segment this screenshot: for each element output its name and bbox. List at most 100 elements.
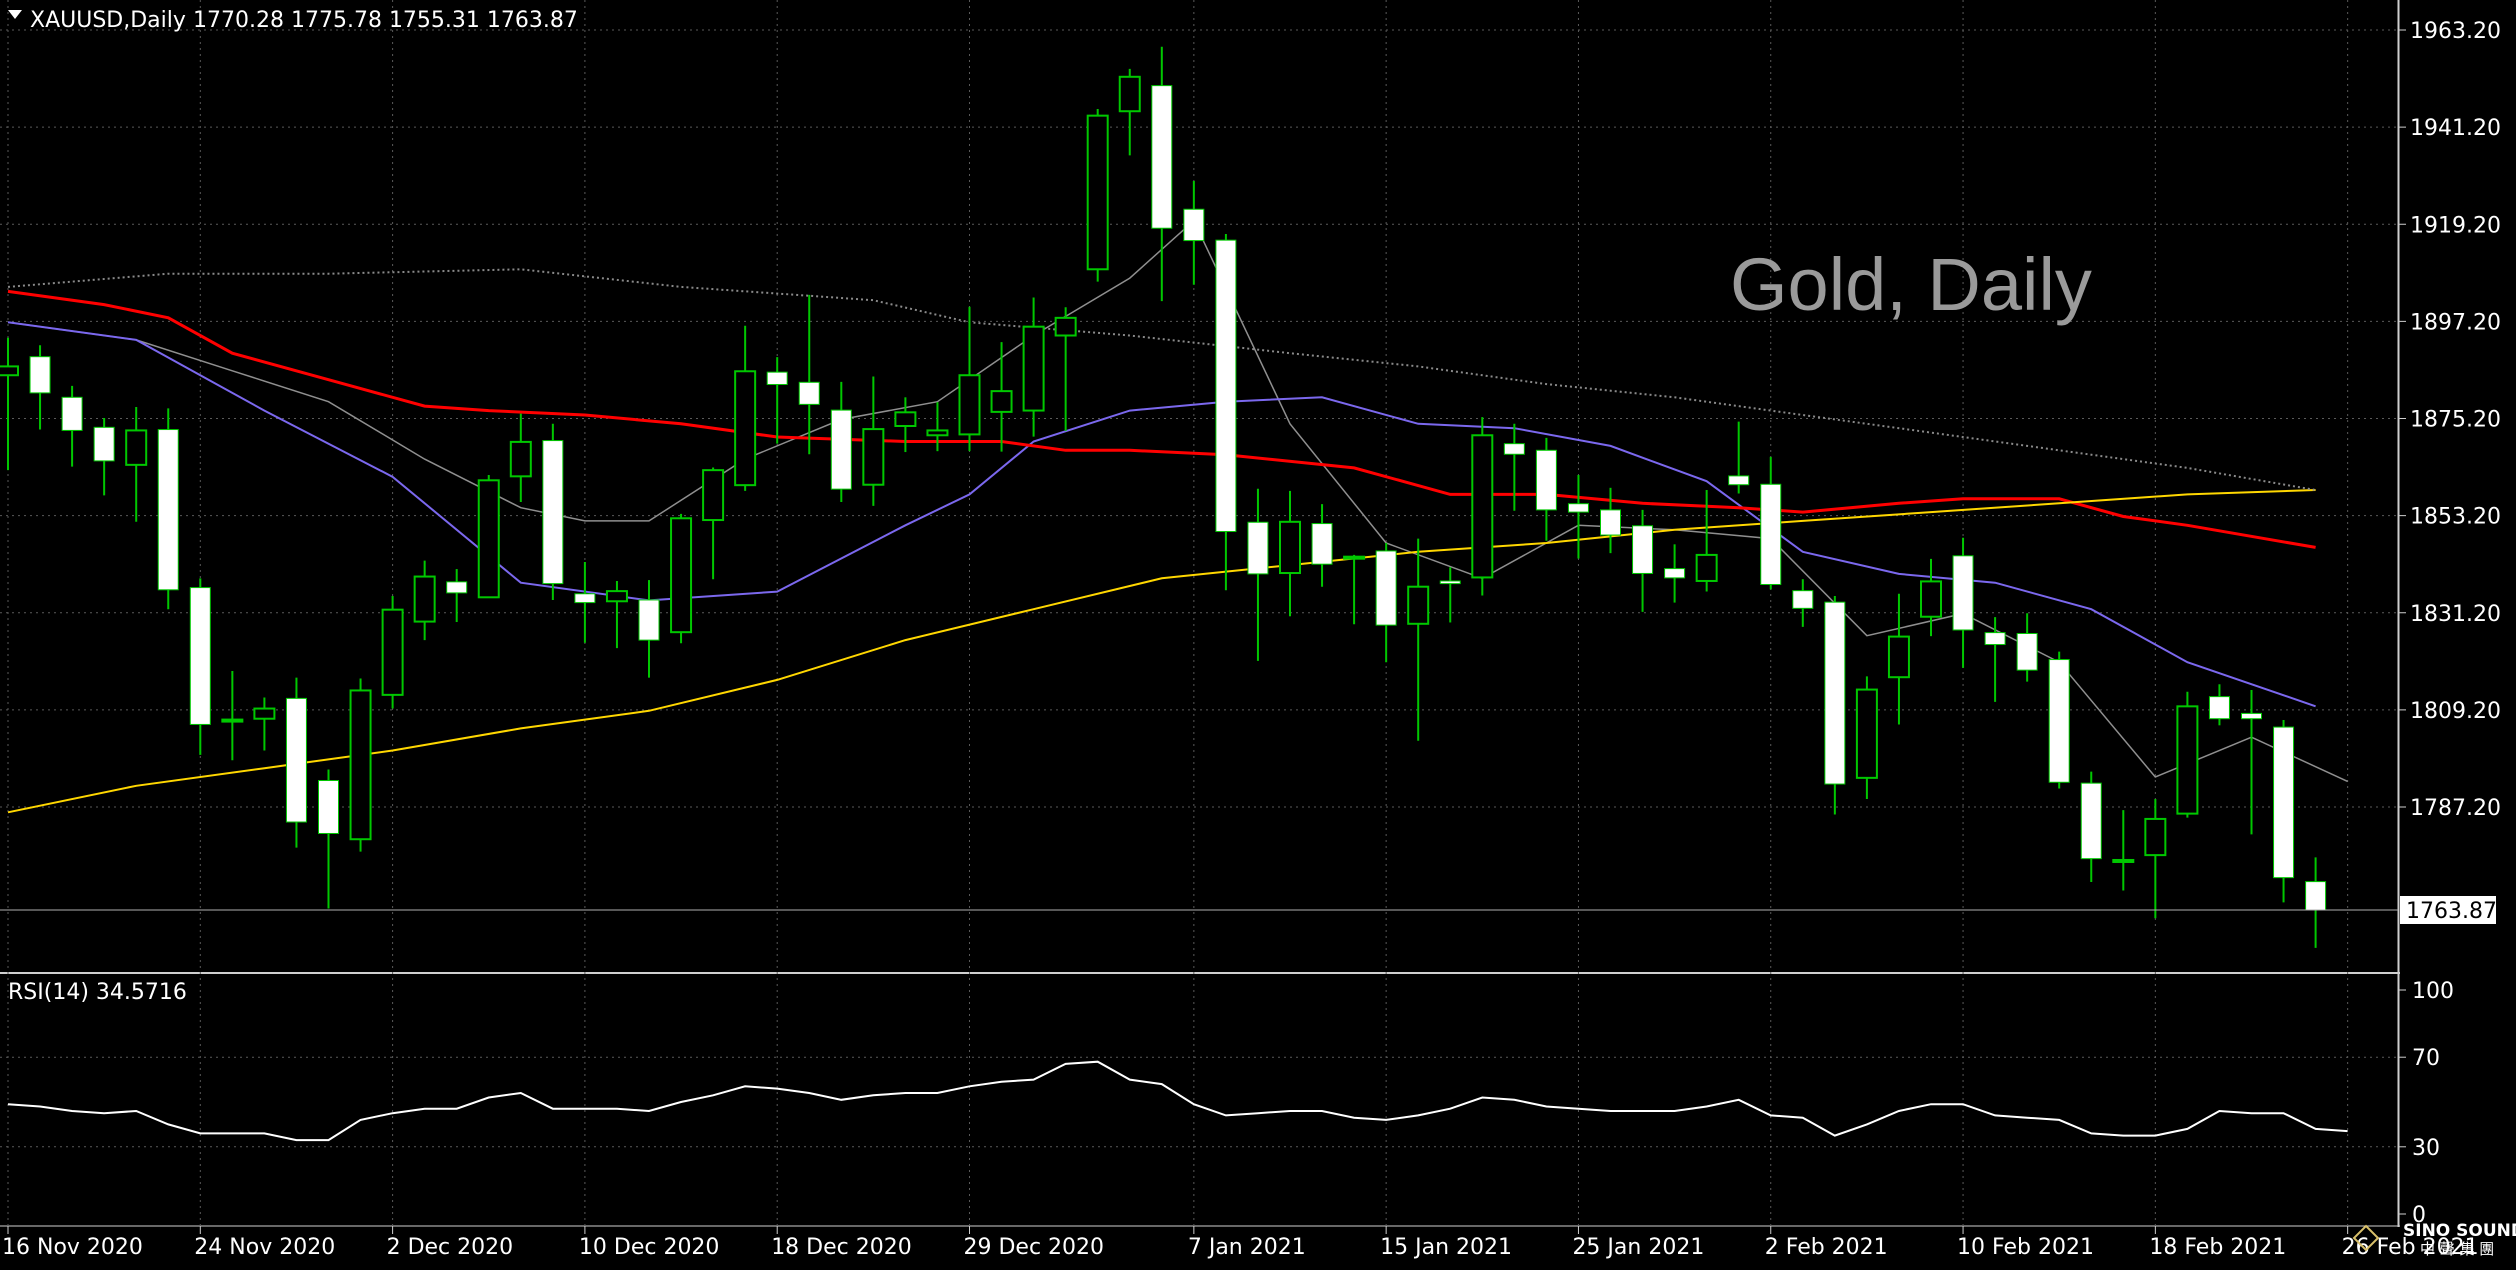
- candle-body-bull: [926, 429, 949, 437]
- candle-body-bear: [638, 599, 660, 641]
- candle-body-bull: [958, 374, 981, 436]
- candle-body-bull: [605, 590, 628, 603]
- time-axis-labels: 16 Nov 2020 24 Nov 2020 2 Dec 2020 10 Dec 2…: [2, 1226, 2479, 1260]
- candle: [1247, 488, 1269, 661]
- candle: [189, 578, 211, 755]
- price-tick-label: 1963.20: [2410, 19, 2501, 44]
- current-price-box: [2400, 895, 2496, 924]
- candle: [574, 561, 596, 643]
- rsi-polyline: [7, 1060, 2348, 1142]
- candle: [1183, 180, 1205, 285]
- candle: [702, 467, 725, 580]
- candle: [2080, 771, 2102, 883]
- candle: [670, 513, 693, 644]
- candle: [894, 397, 917, 453]
- candle: [253, 697, 276, 751]
- candle-body-bull: [2112, 858, 2135, 863]
- candle-body-bull: [862, 428, 885, 486]
- candle: [1343, 554, 1366, 625]
- candle-body-bear: [1824, 601, 1846, 785]
- time-axis-label: 2 Feb 2021: [1765, 1235, 1888, 1260]
- candle-body-bear: [574, 593, 596, 604]
- time-axis-label: 10 Dec 2020: [579, 1235, 720, 1260]
- candle: [446, 569, 468, 623]
- candle: [1215, 233, 1237, 591]
- price-tick-label: 1919.20: [2410, 213, 2501, 238]
- candle: [1471, 417, 1494, 596]
- candle: [638, 580, 660, 678]
- candle: [157, 408, 179, 610]
- symbol-dropdown-icon[interactable]: [8, 10, 22, 19]
- candle-body-bull: [1695, 553, 1718, 582]
- candle: [381, 595, 404, 709]
- candle-body-bull: [1086, 114, 1109, 271]
- candle-body-bull: [1887, 635, 1910, 679]
- time-axis-label: 29 Dec 2020: [964, 1235, 1105, 1260]
- candle: [1760, 456, 1782, 590]
- candle: [93, 418, 115, 496]
- candle-body-bear: [93, 426, 115, 462]
- candle-body-bear: [1600, 509, 1621, 536]
- candle: [605, 580, 628, 649]
- price-tick-label: 1809.20: [2410, 699, 2501, 724]
- candle-body-bull: [0, 365, 19, 377]
- candle-body-bull: [221, 718, 244, 723]
- candles: [0, 46, 2327, 948]
- candle-body-bear: [2048, 659, 2070, 783]
- candle-body-bull: [413, 575, 436, 623]
- candle-body-bear: [1567, 503, 1589, 513]
- candle-body-bull: [1407, 585, 1430, 625]
- current-price: 1763.87: [0, 895, 2497, 924]
- price-tick-labels: 1963.20 1941.20 1919.20 1897.20 1875.20 1853.…: [2398, 19, 2501, 821]
- candle: [1279, 490, 1301, 617]
- candle: [1535, 437, 1557, 541]
- candle-body-bear: [798, 381, 820, 405]
- candle: [798, 294, 820, 455]
- candle-body-bear: [542, 440, 564, 585]
- candle-body-bull: [990, 390, 1013, 413]
- candle: [2144, 799, 2167, 919]
- time-axis-label: 10 Feb 2021: [1957, 1235, 2094, 1260]
- candle-body-bull: [477, 479, 500, 599]
- candle: [1695, 490, 1718, 592]
- candle: [1920, 558, 1942, 637]
- time-axis-label: 7 Jan 2021: [1188, 1235, 1306, 1260]
- candle: [125, 407, 148, 522]
- candle-body-bull: [1022, 325, 1045, 412]
- candle: [1439, 567, 1461, 623]
- candle-body-bear: [830, 409, 852, 490]
- time-axis-label: 15 Jan 2021: [1380, 1235, 1512, 1260]
- candle: [221, 671, 244, 761]
- candle-body-bull: [509, 440, 532, 478]
- candle-body-bear: [1984, 632, 2006, 646]
- price-tick-label: 1853.20: [2410, 505, 2501, 530]
- candle-body-bear: [1632, 525, 1654, 574]
- candle: [862, 376, 885, 506]
- candle-body-bull: [1920, 580, 1942, 618]
- candle-body-bear: [1503, 443, 1525, 455]
- candle: [349, 678, 372, 852]
- candle-body-bear: [2016, 632, 2038, 671]
- time-axis-label: 18 Feb 2021: [2149, 1235, 2286, 1260]
- candle-body-bull: [2144, 817, 2167, 857]
- price-tick-label: 1897.20: [2410, 310, 2501, 335]
- rsi-indicator-label: RSI(14) 34.5716: [8, 980, 187, 1005]
- candle: [1151, 46, 1173, 302]
- candle: [413, 560, 436, 641]
- candle: [958, 306, 981, 452]
- candle-body-bear: [2080, 782, 2102, 860]
- candle: [734, 325, 757, 491]
- candle-body-bull: [1855, 688, 1878, 779]
- brand-name: SINO SOUND: [2403, 1221, 2516, 1241]
- candle-body-bear: [1792, 590, 1814, 609]
- rsi-tick-labels: 100 70 30 0: [2398, 979, 2454, 1228]
- candle-body-bull: [1471, 434, 1494, 579]
- candle: [1407, 538, 1430, 741]
- candle-body-bull: [894, 411, 917, 428]
- rsi-tick-label: 70: [2412, 1046, 2440, 1071]
- candle-body-bear: [1151, 85, 1173, 229]
- candle: [1632, 509, 1654, 612]
- candle-body-bull: [349, 689, 372, 841]
